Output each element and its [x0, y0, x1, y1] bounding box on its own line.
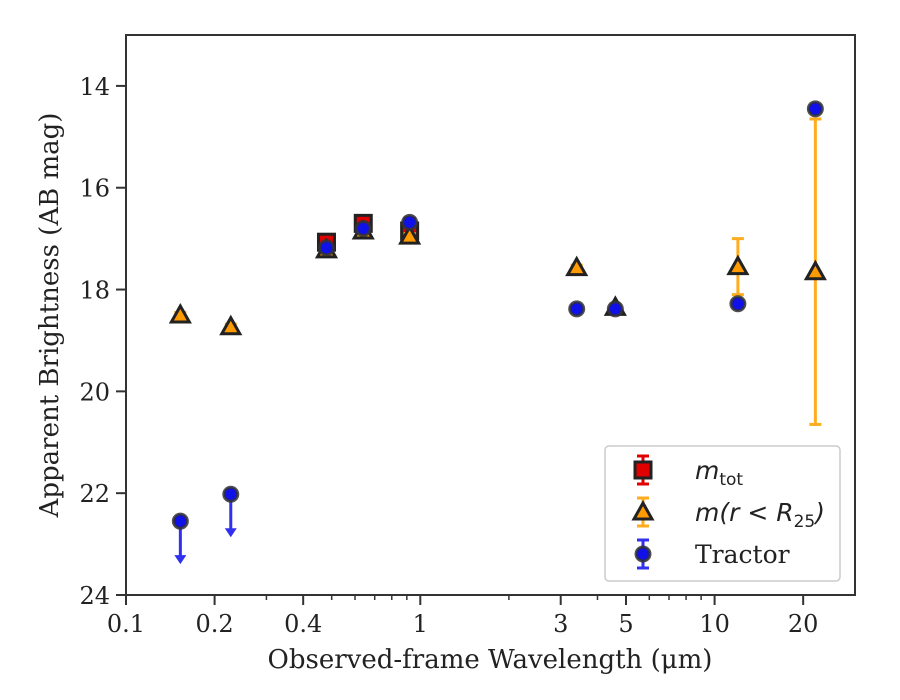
circle-marker [568, 300, 586, 318]
x-tick-label: 10 [699, 610, 730, 638]
y-tick-label: 14 [79, 73, 110, 101]
legend-entry: mtot [633, 454, 743, 490]
legend-triangle-marker [631, 499, 655, 521]
legend-label: mtot [695, 456, 743, 490]
circle-point [606, 300, 624, 318]
x-tick-label: 0.1 [107, 610, 145, 638]
x-tick-label: 20 [788, 610, 819, 638]
circle-marker [606, 300, 624, 318]
circle-marker [171, 512, 189, 530]
circle-point [171, 512, 189, 565]
circle-point [401, 213, 419, 231]
y-tick-label: 24 [79, 582, 110, 610]
circle-marker [354, 219, 372, 237]
circle-marker [222, 485, 240, 503]
circle-point [354, 219, 372, 237]
y-tick-label: 16 [79, 175, 110, 203]
x-tick-label: 1 [413, 610, 428, 638]
x-tick-label: 0.4 [284, 610, 322, 638]
triangle-marker [726, 254, 750, 276]
triangle-point [726, 237, 750, 297]
y-tick-label: 18 [79, 277, 110, 305]
legend-entry: Tractor [634, 538, 790, 570]
circle-point [806, 100, 824, 118]
legend-label-main: m(r < R [695, 498, 794, 527]
y-tick-label: 20 [79, 378, 110, 406]
circle-point [317, 239, 335, 257]
y-axis-label: Apparent Brightness (AB mag) [35, 113, 65, 519]
legend-circle-marker [634, 545, 652, 563]
circle-point [568, 300, 586, 318]
circle-marker [729, 295, 747, 313]
triangle-point [398, 224, 422, 245]
upper-limit-arrowhead [174, 555, 187, 565]
series-circle [171, 100, 824, 565]
legend-label-main: m [695, 456, 719, 485]
x-tick-label: 3 [553, 610, 568, 638]
triangle-marker [803, 259, 827, 281]
triangle-point [219, 314, 243, 336]
upper-limit-arrowhead [224, 528, 237, 538]
y-tick-label: 22 [79, 480, 110, 508]
triangle-marker [168, 302, 192, 324]
legend-label-subscript: tot [719, 470, 743, 490]
triangle-marker [565, 255, 589, 277]
legend-square-marker [633, 460, 653, 480]
y-axis-ticks: 14 16 18 20 22 24 [79, 73, 126, 610]
legend-box [604, 445, 841, 582]
triangle-point [168, 302, 192, 324]
legend-entry: m(r < R25) [631, 496, 825, 532]
triangle-point [565, 255, 589, 277]
circle-marker [401, 213, 419, 231]
circle-point [222, 485, 240, 538]
circle-marker [317, 239, 335, 257]
circle-point [729, 295, 747, 313]
legend-label: Tractor [695, 540, 790, 569]
x-tick-label: 0.2 [196, 610, 234, 638]
triangle-marker [398, 224, 422, 245]
plot-area: 0.1 0.2 0.4 1 3 5 10 20 14 16 18 20 22 24 [79, 34, 856, 638]
x-tick-label: 5 [618, 610, 633, 638]
triangle-marker [219, 314, 243, 336]
circle-marker [806, 100, 824, 118]
legend-label-main: Tractor [695, 540, 790, 569]
legend-label-tail: ) [813, 498, 825, 527]
x-axis-label: Observed-frame Wavelength (μm) [268, 645, 713, 675]
series-layer [168, 100, 827, 565]
legend-label-subscript: 25 [794, 512, 816, 532]
x-axis-ticks: 0.1 0.2 0.4 1 3 5 10 20 [107, 595, 819, 638]
legend: mtot m(r < R25) Tractor [604, 445, 841, 582]
legend-label: m(r < R25) [695, 498, 825, 532]
triangle-point [803, 117, 827, 426]
